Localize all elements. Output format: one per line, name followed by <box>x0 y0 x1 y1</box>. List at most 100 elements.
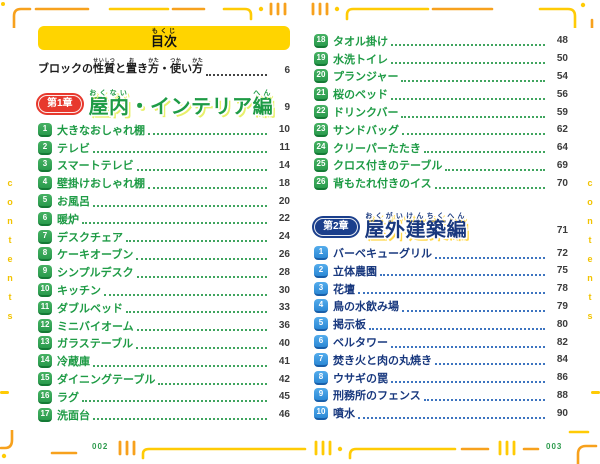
item-page-number: 41 <box>278 355 290 367</box>
item-page-number: 22 <box>278 213 290 225</box>
item-number-badge: 16 <box>38 389 52 404</box>
item-number-badge: 2 <box>314 263 328 278</box>
item-page-number: 36 <box>278 320 290 332</box>
edge-tick-left <box>0 391 9 394</box>
toc-item-row: 18 タオル掛け 48 <box>314 32 568 50</box>
item-number-badge: 6 <box>38 211 52 226</box>
dotted-leader <box>93 356 267 367</box>
item-number-badge: 9 <box>314 388 328 403</box>
toc-item-row: 16 ラグ 45 <box>38 388 290 406</box>
dotted-leader <box>369 319 545 330</box>
item-number-badge: 20 <box>314 69 328 84</box>
item-number-badge: 4 <box>38 176 52 191</box>
toc-item-row: 21 桜のベッド 56 <box>314 85 568 103</box>
toc-item-row: 7 デスクチェア 24 <box>38 228 290 246</box>
chapter1-header: 第1章 屋内おくない・インテリア編へん 9 <box>38 83 290 117</box>
item-number-badge: 5 <box>38 194 52 209</box>
item-label: 大きなおしゃれ棚 <box>57 124 145 137</box>
item-label: 水洗トイレ <box>333 53 388 66</box>
dotted-leader <box>136 320 267 332</box>
item-label: クロス付きのテーブル <box>333 160 443 173</box>
item-label: ダイニングテーブル <box>57 374 156 387</box>
item-label: ラグ <box>57 391 79 404</box>
toc-item-row: 5 お風呂 20 <box>38 192 290 210</box>
toc-item-row: 25 クロス付きのテーブル 69 <box>314 157 568 175</box>
dotted-leader <box>435 248 545 259</box>
item-label: ミニバイオーム <box>57 320 134 333</box>
item-number-badge: 4 <box>314 299 328 314</box>
dotted-leader <box>136 267 267 278</box>
dotted-leader <box>93 196 267 207</box>
chapter2-badge: 第2章 <box>314 218 358 237</box>
dotted-leader <box>435 354 545 366</box>
chapter2-page-number: 71 <box>556 225 568 237</box>
dotted-leader <box>136 249 267 260</box>
chapter1-badge: 第1章 <box>38 95 82 113</box>
toc-item-row: 17 洗面台 46 <box>38 406 290 424</box>
item-page-number: 14 <box>278 159 290 171</box>
item-number-badge: 8 <box>38 247 52 262</box>
item-number-badge: 25 <box>314 158 328 173</box>
dotted-leader <box>82 213 267 225</box>
toc-item-row: 12 ミニバイオーム 36 <box>38 317 290 335</box>
item-label: ドリンクバー <box>333 107 399 120</box>
edge-tick-right <box>591 391 600 394</box>
toc-list-chapter2: 1 バーベキューグリル 72 2 立体農園 75 3 花壇 78 4 鳥 <box>314 244 568 422</box>
item-number-badge: 18 <box>314 33 328 48</box>
item-page-number: 78 <box>556 283 568 295</box>
toc-item-row: 4 鳥の水飲み場 79 <box>314 298 568 316</box>
dotted-leader <box>158 374 267 385</box>
item-label: 焚き火と肉の丸焼き <box>333 354 432 367</box>
left-page: 目次もくじ ブロックの性質せいしつと置おき方かた・使つかい方かた 6 第1章 屋… <box>38 26 290 424</box>
item-number-badge: 3 <box>38 158 52 173</box>
item-number-badge: 26 <box>314 176 328 191</box>
dotted-leader <box>136 338 267 349</box>
item-page-number: 20 <box>278 195 290 207</box>
dotted-leader <box>358 408 545 419</box>
item-number-badge: 12 <box>38 318 52 333</box>
toc-item-row: 4 壁掛けおしゃれ棚 18 <box>38 174 290 192</box>
item-number-badge: 21 <box>314 87 328 102</box>
toc-item-row: 10 噴水 90 <box>314 404 568 422</box>
item-number-badge: 1 <box>38 122 52 137</box>
item-label: シンプルデスク <box>57 267 134 280</box>
toc-item-row: 26 背もたれ付きのイス 70 <box>314 174 568 192</box>
dotted-leader <box>391 53 545 65</box>
item-label: お風呂 <box>57 196 90 209</box>
item-number-badge: 13 <box>38 336 52 351</box>
item-label: 桜のベッド <box>333 89 388 102</box>
item-page-number: 50 <box>556 53 568 65</box>
toc-item-row: 8 ウサギの罠 86 <box>314 369 568 387</box>
item-page-number: 10 <box>278 124 290 136</box>
item-number-badge: 19 <box>314 51 328 66</box>
left-page-folio: 002 <box>92 442 109 451</box>
item-page-number: 72 <box>556 247 568 259</box>
toc-item-row: 20 プランジャー 54 <box>314 68 568 86</box>
toc-item-row: 7 焚き火と肉の丸焼き 84 <box>314 351 568 369</box>
item-label: 壁掛けおしゃれ棚 <box>57 178 145 191</box>
dotted-leader <box>148 178 267 189</box>
item-number-badge: 5 <box>314 317 328 332</box>
item-label: ベルタワー <box>333 337 388 350</box>
item-label: ケーキオーブン <box>57 249 134 262</box>
item-page-number: 30 <box>278 284 290 296</box>
right-page-folio: 003 <box>546 442 563 451</box>
dotted-leader <box>380 265 545 277</box>
toc-title-banner: 目次もくじ <box>38 26 290 50</box>
chapter2-header: 第2章 屋外建築おくがいけんちく編へん 71 <box>314 206 568 240</box>
item-label: ガラステーブル <box>57 338 134 351</box>
dotted-leader <box>445 160 545 171</box>
toc-item-row: 1 バーベキューグリル 72 <box>314 244 568 262</box>
toc-item-row: 5 掲示板 80 <box>314 315 568 333</box>
dotted-leader <box>391 372 545 384</box>
item-number-badge: 7 <box>314 352 328 367</box>
item-number-badge: 7 <box>38 229 52 244</box>
item-number-badge: 10 <box>38 283 52 298</box>
dotted-leader <box>93 142 267 154</box>
item-number-badge: 23 <box>314 122 328 137</box>
item-page-number: 79 <box>556 300 568 312</box>
item-number-badge: 22 <box>314 105 328 120</box>
item-number-badge: 14 <box>38 354 52 369</box>
item-label: 噴水 <box>333 408 355 421</box>
toc-item-row: 11 ダブルベッド 33 <box>38 299 290 317</box>
